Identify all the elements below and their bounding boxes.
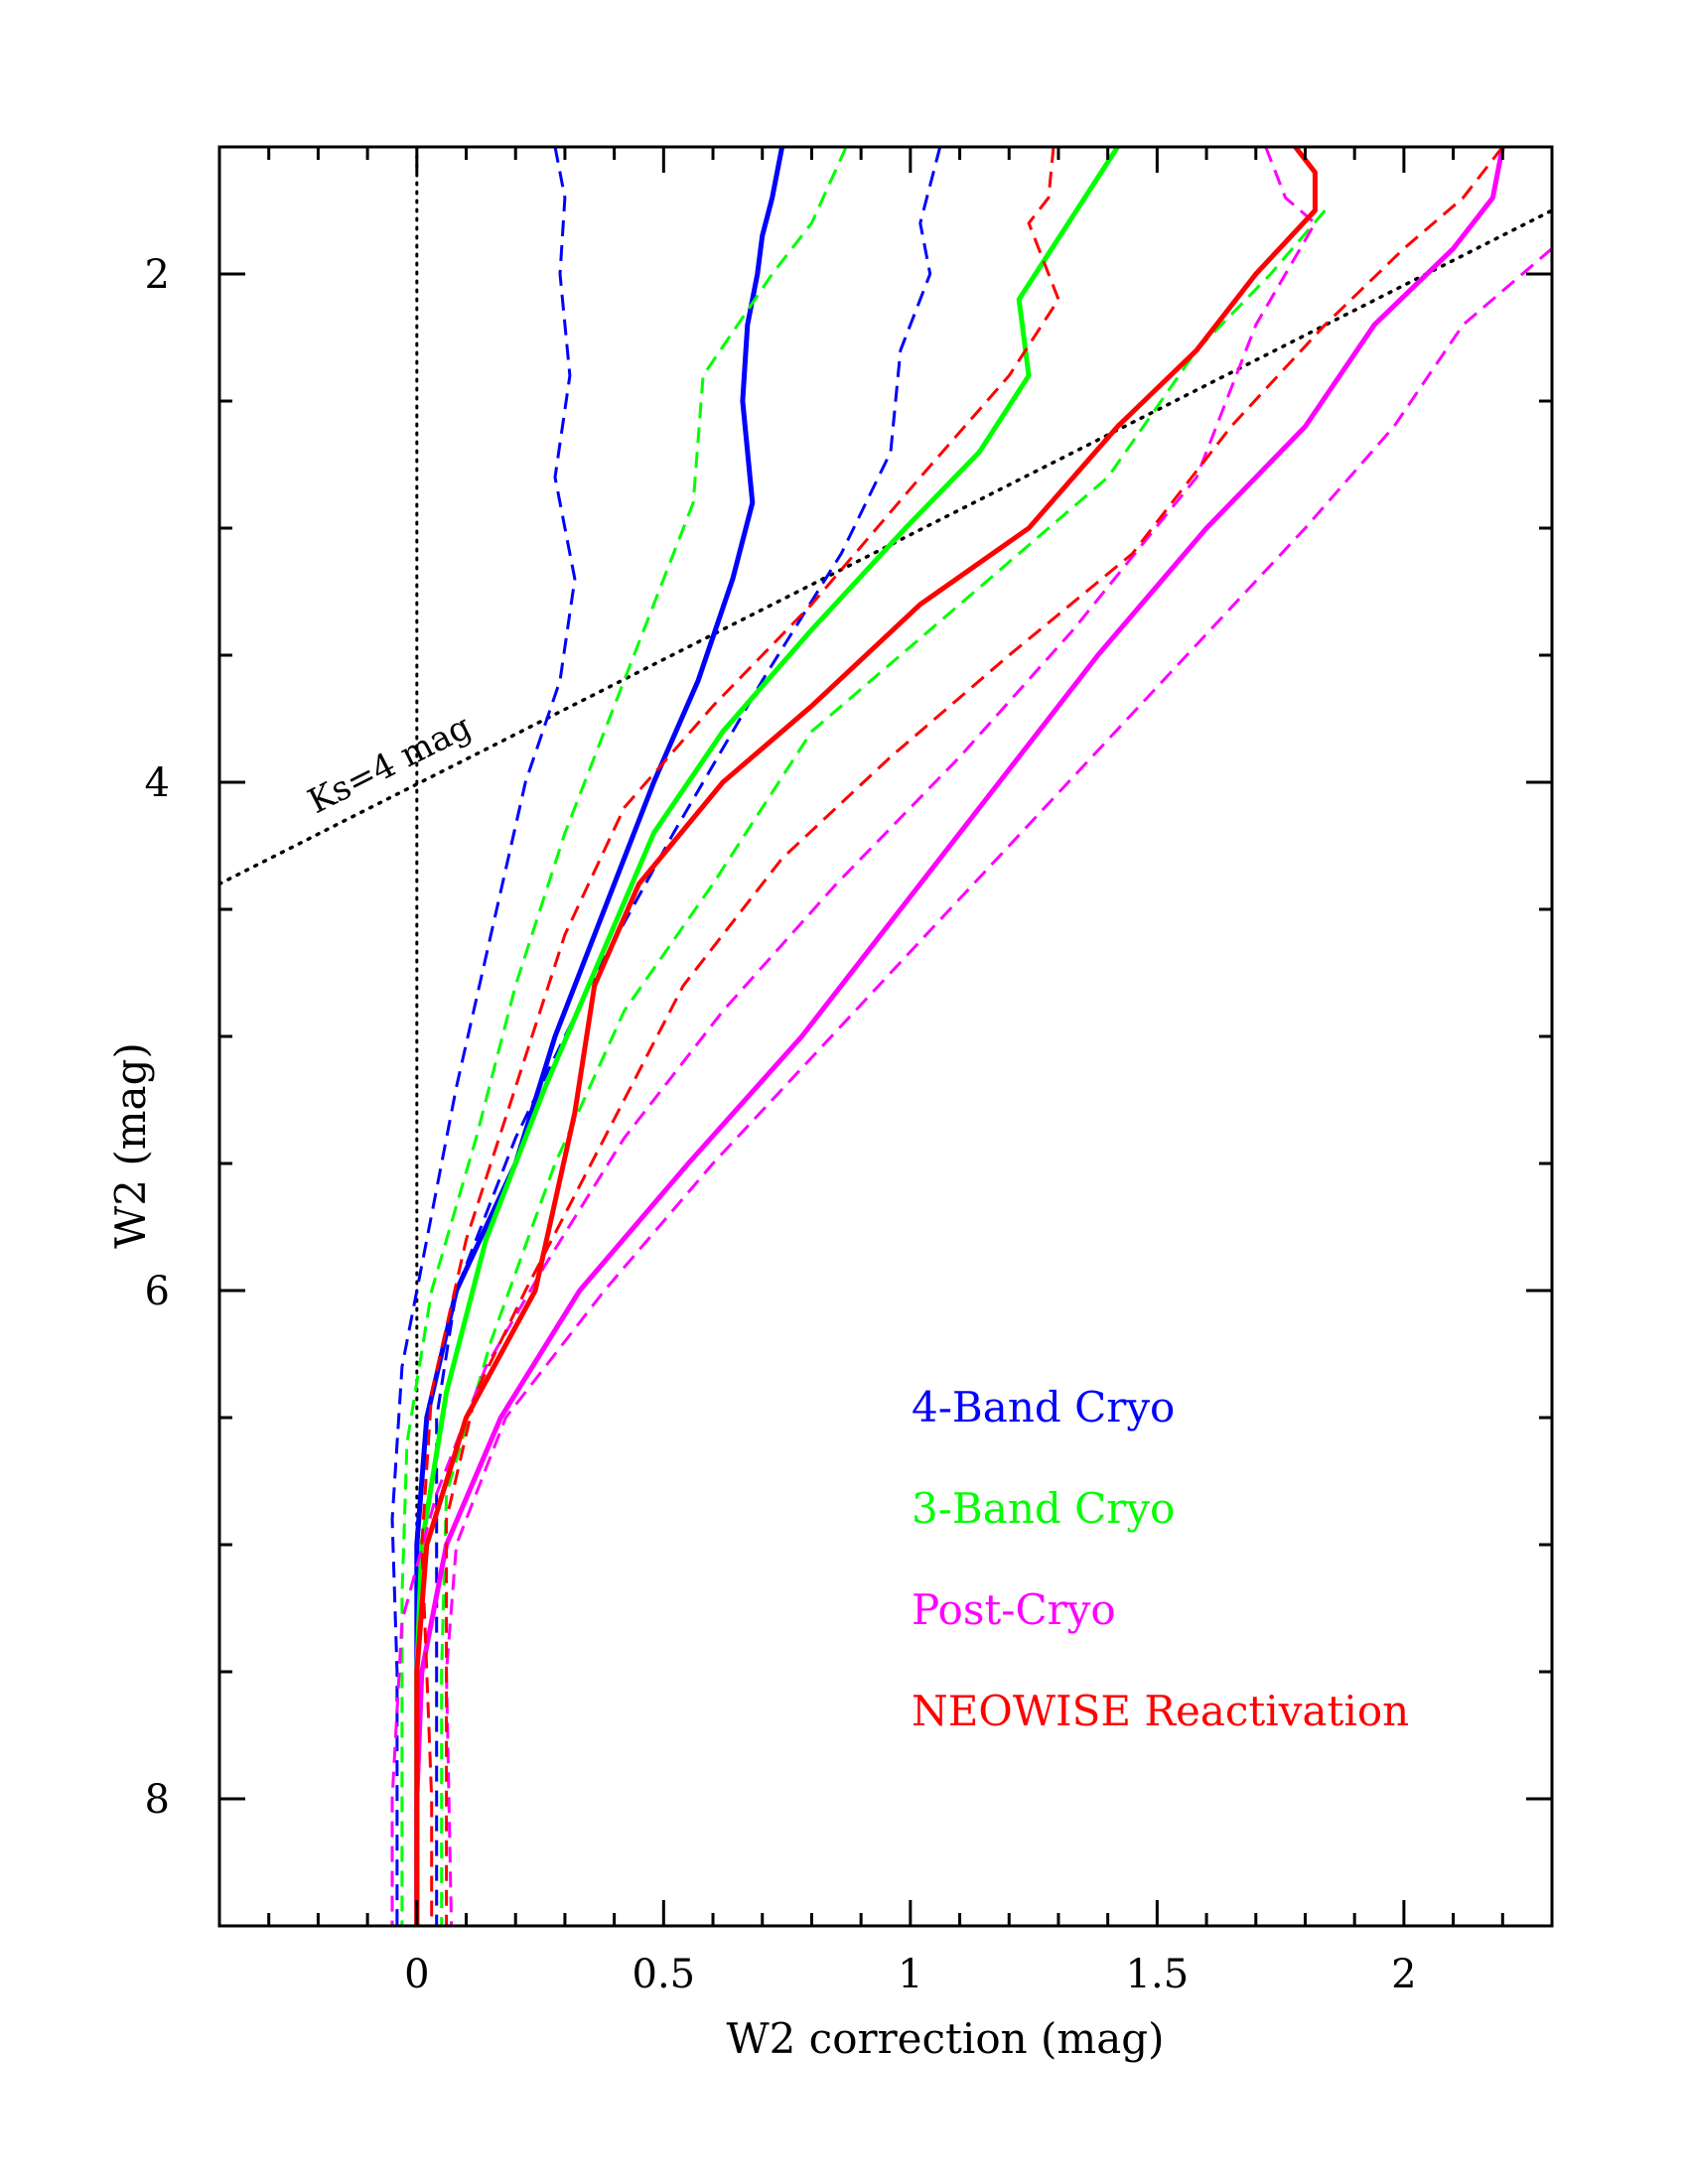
series-line-2-bound-high (435, 147, 942, 1926)
y-axis-title: W2 (mag) (106, 1042, 155, 1249)
ks-annotation: Ks=4 mag (302, 707, 478, 822)
y-tick-label: 2 (145, 252, 170, 298)
x-tick-label: 0 (404, 1952, 429, 1997)
series-line-6-median (414, 147, 1505, 1926)
series-line-10-bound-low (420, 147, 1060, 1926)
labels: 0 0.5 1 1.5 2 2 4 6 8 W2 correction (mag) W2 (mag)… (106, 252, 1417, 2063)
series-line-11-bound-high (445, 147, 1504, 1926)
series-line-0-median (414, 147, 785, 1926)
y-tick-label: 4 (145, 760, 170, 806)
y-tick-label: 8 (145, 1777, 170, 1823)
series-line-8-bound-high (445, 247, 1552, 1926)
series-line-1-bound-low (390, 147, 577, 1926)
legend-entry: Post-Cryo (912, 1585, 1116, 1634)
series-line-3-median (414, 147, 1120, 1926)
series-line-9-median (414, 147, 1318, 1926)
axes (217, 145, 1554, 1928)
legend-entry: 3-Band Cryo (912, 1484, 1175, 1533)
legend-entry: 4-Band Cryo (912, 1383, 1175, 1432)
y-tick-label: 6 (145, 1269, 170, 1314)
plot-area (219, 147, 1552, 1926)
x-tick-label: 1 (898, 1952, 922, 1997)
legend-entry: NEOWISE Reactivation (912, 1687, 1409, 1735)
x-tick-label: 1.5 (1126, 1952, 1190, 1997)
series-line-4-bound-low (400, 147, 848, 1926)
x-tick-label: 2 (1391, 1952, 1416, 1997)
x-axis-title: W2 correction (mag) (726, 2014, 1164, 2063)
series-line-7-bound-low (390, 147, 1317, 1926)
x-tick-label: 0.5 (633, 1952, 696, 1997)
